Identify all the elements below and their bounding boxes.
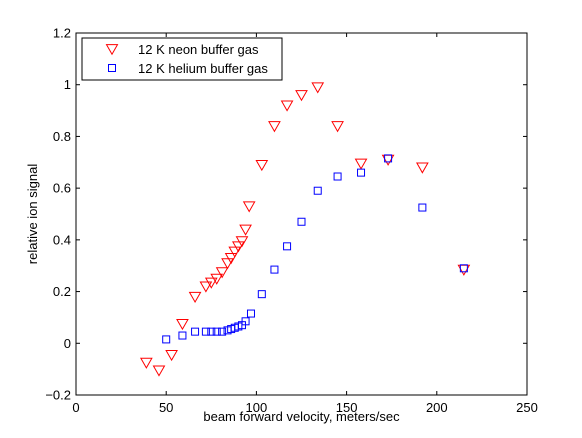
x-tick-label: 200 [426, 400, 448, 415]
legend-triangle-icon [105, 44, 119, 56]
y-tick-label: 0.4 [53, 232, 71, 247]
legend-label-helium: 12 K helium buffer gas [138, 61, 268, 76]
x-axis: 0 50 100 150 200 250 [72, 33, 538, 415]
helium-point [257, 290, 266, 299]
plot-area [75, 32, 528, 396]
x-tick-label: 100 [246, 400, 268, 415]
data-points [139, 82, 471, 377]
neon-point [268, 121, 281, 133]
neon-point [224, 253, 238, 265]
helium-point [212, 327, 221, 336]
helium-point [218, 327, 227, 336]
helium-point [357, 168, 366, 177]
neon-point [228, 246, 242, 258]
x-tick-label: 150 [336, 400, 358, 415]
neon-point [311, 82, 325, 94]
neon-point [255, 159, 269, 172]
neon-point [210, 273, 224, 285]
helium-point [207, 327, 216, 336]
helium-point [418, 203, 427, 212]
helium-point [178, 331, 187, 340]
helium-point [459, 264, 468, 273]
helium-point [283, 242, 292, 251]
y-axis-label: relative ion signal [25, 164, 40, 265]
x-tick-label: 0 [72, 400, 79, 415]
legend-square-icon [108, 64, 116, 72]
neon-point [295, 90, 308, 102]
y-tick-label: 0.6 [53, 181, 71, 196]
neon-point [221, 258, 234, 270]
neon-point [152, 365, 166, 377]
neon-point [165, 350, 178, 362]
y-tick-label: 1 [64, 77, 71, 92]
helium-point [297, 217, 306, 226]
neon-point [215, 267, 229, 279]
x-axis-label: beam forward velocity, meters/sec [203, 409, 400, 424]
legend-label-neon: 12 K neon buffer gas [138, 42, 259, 57]
neon-point [354, 158, 368, 170]
neon-point [176, 318, 189, 331]
helium-point [313, 186, 322, 195]
x-tick-label: 250 [516, 400, 538, 415]
helium-point [201, 327, 210, 336]
neon-point [331, 121, 344, 133]
neon-point [188, 291, 202, 303]
neon-point [231, 241, 245, 253]
helium-point [191, 327, 200, 336]
legend: 12 K neon buffer gas 12 K helium buffer … [81, 37, 283, 81]
helium-point [270, 265, 279, 274]
neon-point [239, 224, 252, 236]
y-tick-label: 0 [64, 336, 71, 351]
legend-marker-neon [105, 44, 119, 56]
helium-point [246, 309, 255, 318]
neon-point [242, 201, 256, 213]
y-axis: −0.2 0 0.2 0.4 0.6 0.8 1 1.2 [45, 26, 527, 403]
neon-point [280, 100, 294, 112]
neon-point [235, 236, 249, 248]
helium-point [384, 154, 393, 163]
helium-point [241, 317, 250, 326]
neon-point [139, 357, 153, 369]
legend-marker-helium [108, 64, 116, 72]
neon-point [199, 281, 213, 293]
y-tick-label: 0.2 [53, 284, 71, 299]
neon-point [416, 162, 429, 174]
y-tick-label: −0.2 [45, 388, 71, 403]
y-tick-label: 0.8 [53, 129, 71, 144]
y-tick-label: 1.2 [53, 26, 71, 41]
helium-point [333, 172, 342, 181]
helium-point [162, 335, 171, 344]
neon-point [204, 277, 218, 289]
x-tick-label: 50 [159, 400, 173, 415]
